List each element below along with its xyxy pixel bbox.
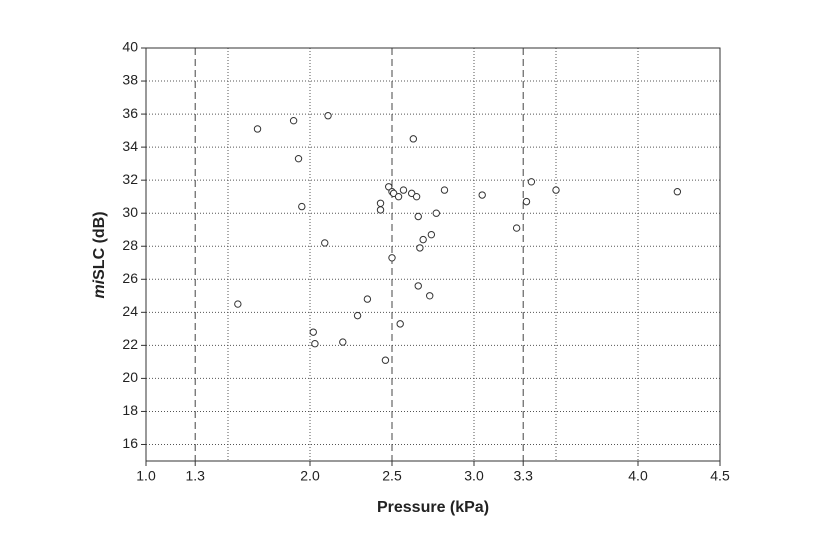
point [289, 116, 298, 125]
x-tick-label: 1.3 [185, 468, 205, 484]
y-tick-label: 28 [122, 237, 138, 253]
point [419, 235, 427, 244]
y-tick-label: 36 [122, 105, 138, 121]
y-tick-label: 24 [122, 303, 138, 319]
point [673, 188, 682, 196]
plot-frame [145, 47, 721, 462]
point [414, 282, 422, 290]
x-axis-label: Pressure (kPa) [377, 499, 489, 516]
point [522, 197, 531, 206]
x-tick-label: 2.5 [382, 468, 402, 484]
point [363, 295, 372, 303]
y-tick-label: 32 [122, 171, 138, 187]
point [412, 192, 421, 201]
point [309, 328, 317, 336]
point [353, 311, 362, 320]
y-tick-label: 26 [122, 270, 138, 286]
point [407, 189, 416, 198]
x-tick-label: 3.0 [464, 468, 484, 484]
y-tick-label: 20 [122, 369, 138, 385]
point [298, 202, 306, 211]
y-tick-label: 30 [122, 204, 138, 220]
y-tick-label: 22 [122, 336, 138, 352]
point [339, 338, 347, 346]
x-tick-label: 2.0 [300, 468, 320, 484]
point [396, 320, 404, 328]
point [253, 125, 262, 133]
point [321, 239, 329, 247]
point [324, 112, 332, 120]
point [432, 209, 440, 217]
y-axis-label-italic: mi [91, 279, 108, 298]
y-tick-label: 16 [122, 435, 138, 451]
y-tick-label: 40 [122, 39, 138, 55]
point [388, 254, 396, 262]
x-tick-label: 1.0 [136, 468, 156, 484]
point [385, 183, 393, 191]
point [552, 186, 560, 194]
point [389, 189, 398, 198]
point [294, 154, 303, 163]
point [376, 199, 385, 207]
point [478, 191, 486, 199]
point [527, 178, 536, 186]
point [234, 300, 242, 308]
point [416, 244, 424, 252]
point [414, 212, 422, 221]
y-tick-label: 18 [122, 402, 138, 418]
point [409, 135, 418, 143]
point [399, 186, 408, 194]
plot-area [146, 48, 720, 461]
point [427, 230, 436, 239]
point [394, 192, 403, 201]
point [440, 186, 449, 194]
point [311, 340, 319, 348]
x-tick-label: 4.5 [710, 468, 730, 484]
y-tick-label: 38 [122, 72, 138, 88]
point [426, 292, 434, 300]
point [512, 224, 521, 232]
y-axis-label: miSLC (dB) [91, 211, 108, 298]
point [381, 356, 390, 364]
x-tick-label: 4.0 [628, 468, 648, 484]
y-axis-label-rest: SLC (dB) [91, 211, 108, 279]
point [376, 206, 385, 214]
x-tick-label: 3.3 [513, 468, 533, 484]
y-tick-label: 34 [122, 138, 138, 154]
